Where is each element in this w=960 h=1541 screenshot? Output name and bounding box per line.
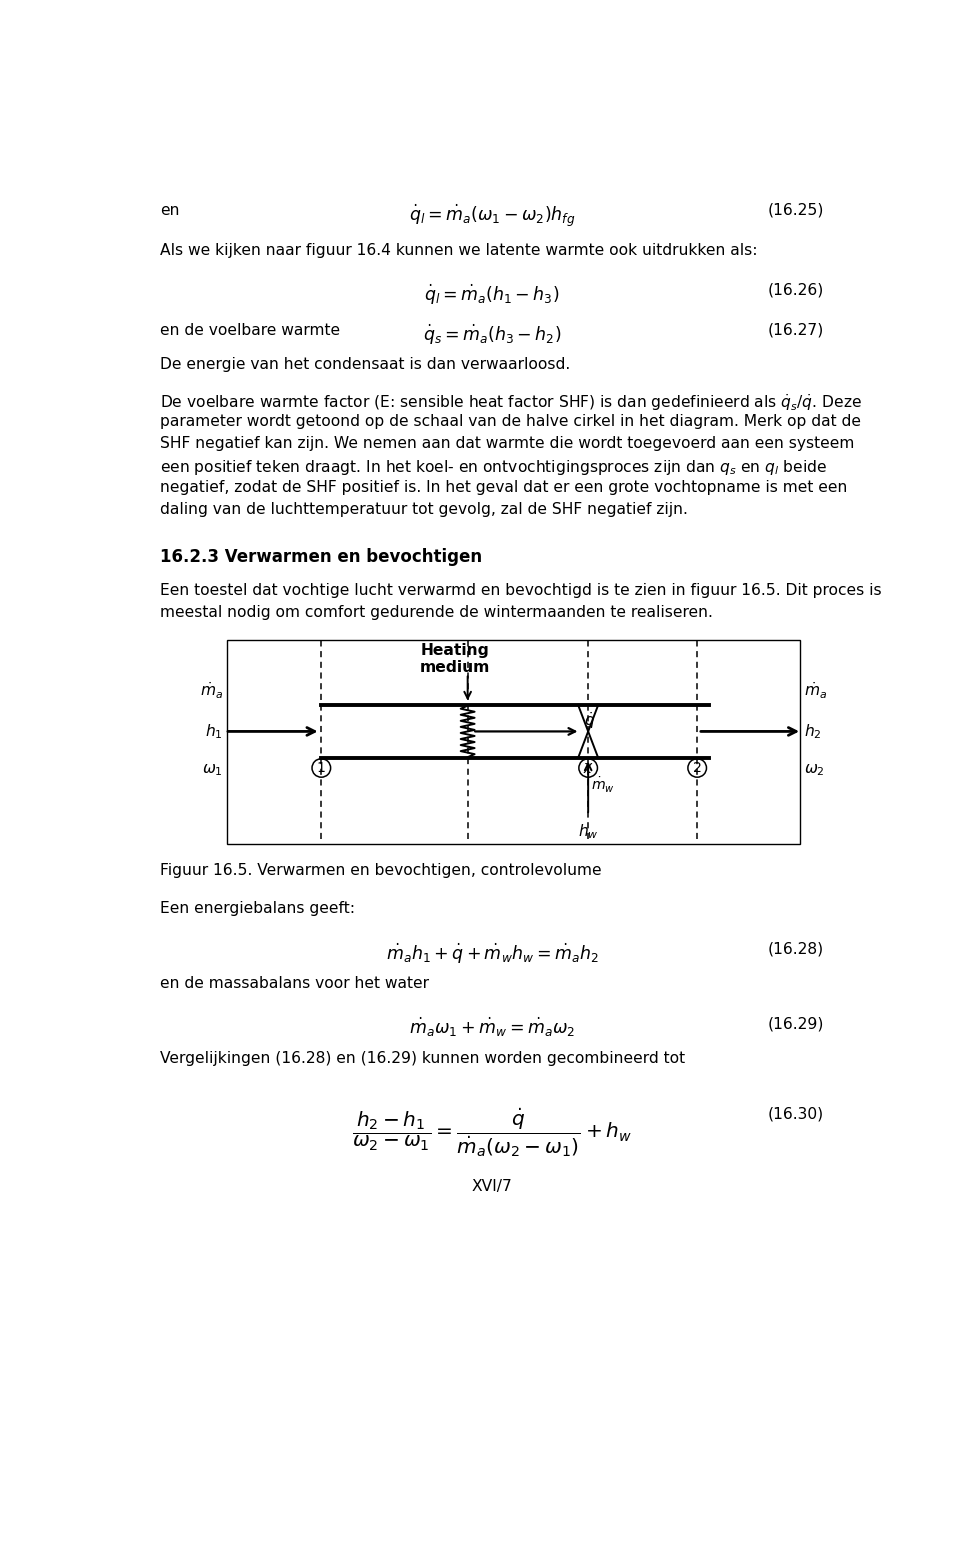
Text: $\dot{m}_a \omega_1 + \dot{m}_w = \dot{m}_a \omega_2$: $\dot{m}_a \omega_1 + \dot{m}_w = \dot{m… (409, 1016, 575, 1039)
Text: 16.2.3 Verwarmen en bevochtigen: 16.2.3 Verwarmen en bevochtigen (160, 549, 483, 567)
Text: en: en (160, 202, 180, 217)
Text: $\dot{q}_s = \dot{m}_a(h_3 - h_2)$: $\dot{q}_s = \dot{m}_a(h_3 - h_2)$ (422, 322, 562, 347)
Text: negatief, zodat de SHF positief is. In het geval dat er een grote vochtopname is: negatief, zodat de SHF positief is. In h… (160, 479, 848, 495)
Text: $\omega_1$: $\omega_1$ (202, 761, 223, 778)
Text: en de massabalans voor het water: en de massabalans voor het water (160, 975, 429, 991)
Text: $\dot{q}_l = \dot{m}_a(h_1 - h_3)$: $\dot{q}_l = \dot{m}_a(h_1 - h_3)$ (424, 282, 560, 307)
Text: Een energiebalans geeft:: Een energiebalans geeft: (160, 901, 355, 917)
Text: een positief teken draagt. In het koel- en ontvochtigingsproces zijn dan $q_s$ e: een positief teken draagt. In het koel- … (160, 458, 828, 476)
Text: daling van de luchttemperatuur tot gevolg, zal de SHF negatief zijn.: daling van de luchttemperatuur tot gevol… (160, 502, 688, 516)
Text: (16.29): (16.29) (767, 1016, 824, 1031)
Text: $\chi$: $\chi$ (583, 761, 593, 775)
Text: XVI/7: XVI/7 (471, 1179, 513, 1194)
Text: $\dot{m}_a h_1 + \dot{q} + \dot{m}_w h_w = \dot{m}_a h_2$: $\dot{m}_a h_1 + \dot{q} + \dot{m}_w h_w… (386, 942, 598, 966)
Text: $\dot{m}_a$: $\dot{m}_a$ (804, 681, 828, 701)
Text: SHF negatief kan zijn. We nemen aan dat warmte die wordt toegevoerd aan een syst: SHF negatief kan zijn. We nemen aan dat … (160, 436, 854, 452)
Text: De energie van het condensaat is dan verwaarloosd.: De energie van het condensaat is dan ver… (160, 358, 570, 373)
Text: (16.28): (16.28) (768, 942, 824, 957)
Text: $h_1$: $h_1$ (205, 723, 223, 741)
Text: Vergelijkingen (16.28) en (16.29) kunnen worden gecombineerd tot: Vergelijkingen (16.28) en (16.29) kunnen… (160, 1051, 685, 1066)
Text: (16.26): (16.26) (767, 282, 824, 297)
Text: (16.27): (16.27) (767, 322, 824, 337)
Bar (227, 640, 801, 843)
Text: (16.30): (16.30) (768, 1106, 824, 1122)
Text: $h_w$: $h_w$ (578, 821, 598, 840)
Text: $\dot{q}_l = \dot{m}_a(\omega_1 - \omega_2)h_{fg}$: $\dot{q}_l = \dot{m}_a(\omega_1 - \omega… (409, 202, 575, 230)
Text: $\dot{q}$: $\dot{q}$ (584, 710, 595, 730)
Text: $\omega_2$: $\omega_2$ (804, 761, 826, 778)
Text: 2: 2 (693, 761, 702, 775)
Text: meestal nodig om comfort gedurende de wintermaanden te realiseren.: meestal nodig om comfort gedurende de wi… (160, 606, 713, 619)
Text: Een toestel dat vochtige lucht verwarmd en bevochtigd is te zien in figuur 16.5.: Een toestel dat vochtige lucht verwarmd … (160, 582, 882, 598)
Text: $\dot{m}_w$: $\dot{m}_w$ (591, 775, 615, 795)
Text: Figuur 16.5. Verwarmen en bevochtigen, controlevolume: Figuur 16.5. Verwarmen en bevochtigen, c… (160, 863, 602, 878)
Text: (16.25): (16.25) (767, 202, 824, 217)
Text: parameter wordt getoond op de schaal van de halve cirkel in het diagram. Merk op: parameter wordt getoond op de schaal van… (160, 415, 861, 428)
Text: en de voelbare warmte: en de voelbare warmte (160, 322, 341, 337)
Text: 1: 1 (317, 761, 325, 775)
Text: Als we kijken naar figuur 16.4 kunnen we latente warmte ook uitdrukken als:: Als we kijken naar figuur 16.4 kunnen we… (160, 242, 757, 257)
Text: De voelbare warmte factor (E: sensible heat factor SHF) is dan gedefinieerd als : De voelbare warmte factor (E: sensible h… (160, 391, 862, 413)
Text: Heating
medium: Heating medium (420, 643, 490, 675)
Text: $h_2$: $h_2$ (804, 723, 822, 741)
Text: $\dot{m}_a$: $\dot{m}_a$ (200, 681, 223, 701)
Text: $\dfrac{h_2 - h_1}{\omega_2 - \omega_1} = \dfrac{\dot{q}}{\dot{m}_a(\omega_2 - \: $\dfrac{h_2 - h_1}{\omega_2 - \omega_1} … (352, 1106, 632, 1159)
